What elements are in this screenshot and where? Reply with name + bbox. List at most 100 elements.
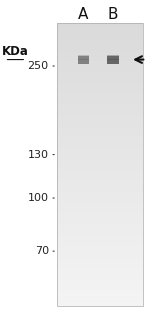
Bar — [57, 43, 142, 44]
Bar — [57, 146, 142, 147]
Bar — [57, 225, 142, 227]
Bar — [57, 249, 142, 251]
Bar — [107, 56, 119, 64]
Bar — [57, 224, 142, 225]
Bar — [57, 258, 142, 259]
Bar — [57, 238, 142, 239]
Bar — [57, 118, 142, 119]
Bar — [57, 103, 142, 105]
Bar — [57, 236, 142, 238]
Bar — [57, 47, 142, 48]
Bar — [57, 259, 142, 260]
Bar — [57, 298, 142, 299]
Bar — [57, 88, 142, 89]
Bar — [57, 100, 142, 102]
Bar — [57, 25, 142, 27]
Bar — [57, 246, 142, 248]
Bar — [57, 228, 142, 229]
Bar — [107, 59, 119, 64]
Bar — [57, 248, 142, 249]
Bar — [57, 210, 142, 211]
Bar — [57, 163, 142, 164]
Bar — [57, 178, 142, 180]
Bar — [57, 160, 142, 161]
Bar — [57, 35, 142, 37]
Bar — [57, 180, 142, 181]
Bar — [57, 72, 142, 73]
Bar — [57, 150, 142, 151]
Bar — [57, 168, 142, 170]
Bar — [57, 129, 142, 130]
Bar — [57, 23, 142, 306]
Bar — [57, 282, 142, 283]
Bar — [57, 37, 142, 38]
Bar — [57, 34, 142, 35]
Bar — [57, 105, 142, 106]
Bar — [57, 253, 142, 255]
Bar — [57, 185, 142, 187]
Bar — [57, 245, 142, 246]
Bar — [57, 208, 142, 210]
Bar — [57, 170, 142, 171]
Bar — [57, 241, 142, 242]
Bar — [57, 30, 142, 31]
Bar — [57, 79, 142, 80]
Bar — [57, 194, 142, 195]
Bar — [107, 55, 119, 60]
Bar — [57, 201, 142, 203]
Bar — [57, 89, 142, 90]
Bar — [57, 126, 142, 128]
Bar — [57, 200, 142, 201]
Bar — [57, 273, 142, 275]
Bar — [57, 143, 142, 144]
Bar — [57, 195, 142, 197]
Bar — [57, 38, 142, 40]
Bar — [57, 278, 142, 279]
Bar — [57, 300, 142, 302]
Bar — [57, 149, 142, 150]
Bar — [57, 213, 142, 214]
Bar — [57, 221, 142, 222]
Bar — [57, 167, 142, 168]
Bar — [57, 218, 142, 220]
Bar — [57, 125, 142, 126]
Bar — [57, 235, 142, 236]
Bar — [57, 45, 142, 47]
Bar — [57, 96, 142, 98]
Bar — [57, 288, 142, 289]
Bar — [57, 242, 142, 243]
Bar — [57, 85, 142, 86]
Bar — [57, 83, 142, 85]
Bar — [57, 289, 142, 290]
Bar — [57, 187, 142, 188]
Bar — [57, 286, 142, 288]
Bar — [57, 305, 142, 306]
Bar — [57, 207, 142, 208]
Bar — [57, 112, 142, 113]
Bar — [57, 137, 142, 139]
Bar — [57, 102, 142, 103]
Bar — [57, 255, 142, 256]
Bar — [57, 260, 142, 262]
Bar — [57, 58, 142, 59]
Bar — [57, 263, 142, 265]
Bar — [57, 280, 142, 282]
Bar — [57, 106, 142, 108]
Bar — [57, 252, 142, 253]
Bar — [57, 272, 142, 273]
Bar — [57, 222, 142, 224]
Bar — [57, 139, 142, 140]
Bar — [57, 71, 142, 72]
Bar — [57, 28, 142, 30]
Bar — [57, 234, 142, 235]
Bar — [57, 154, 142, 156]
Bar — [57, 44, 142, 45]
Bar — [57, 113, 142, 115]
Bar — [57, 177, 142, 178]
Bar — [57, 92, 142, 93]
Bar — [57, 157, 142, 158]
Bar — [57, 161, 142, 163]
Bar — [57, 166, 142, 167]
Bar — [57, 164, 142, 166]
Bar — [57, 54, 142, 55]
